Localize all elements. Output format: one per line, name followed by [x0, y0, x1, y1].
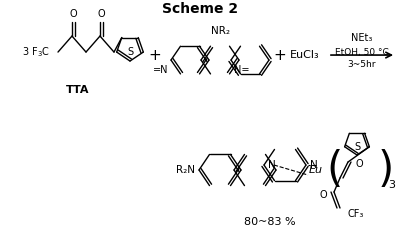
Text: (: ( [326, 149, 342, 191]
Text: =N: =N [152, 65, 168, 75]
Text: Scheme 2: Scheme 2 [162, 2, 238, 16]
Text: CF₃: CF₃ [348, 209, 364, 219]
Text: EtOH, 50 °C: EtOH, 50 °C [335, 47, 389, 57]
Text: +: + [149, 47, 161, 63]
Text: Eu: Eu [309, 165, 323, 175]
Text: O: O [355, 159, 363, 169]
Text: NR₂: NR₂ [210, 26, 230, 36]
Text: S: S [127, 47, 133, 57]
Text: R₂N: R₂N [176, 165, 195, 175]
Text: N: N [310, 160, 318, 170]
Text: S: S [354, 142, 360, 152]
Text: N=: N= [234, 65, 250, 75]
Text: 3: 3 [388, 180, 395, 190]
Text: O: O [319, 190, 327, 200]
Text: EuCl₃: EuCl₃ [290, 50, 320, 60]
Text: +: + [274, 47, 286, 63]
Text: NEt₃: NEt₃ [351, 33, 373, 43]
Text: ): ) [378, 149, 394, 191]
Text: O: O [97, 9, 105, 19]
Text: 3 F$_3$C: 3 F$_3$C [22, 45, 50, 59]
Text: N: N [268, 160, 276, 170]
Text: 80~83 %: 80~83 % [244, 217, 296, 227]
Text: TTA: TTA [66, 85, 90, 95]
Text: 3~5hr: 3~5hr [348, 59, 376, 69]
Text: O: O [69, 9, 77, 19]
